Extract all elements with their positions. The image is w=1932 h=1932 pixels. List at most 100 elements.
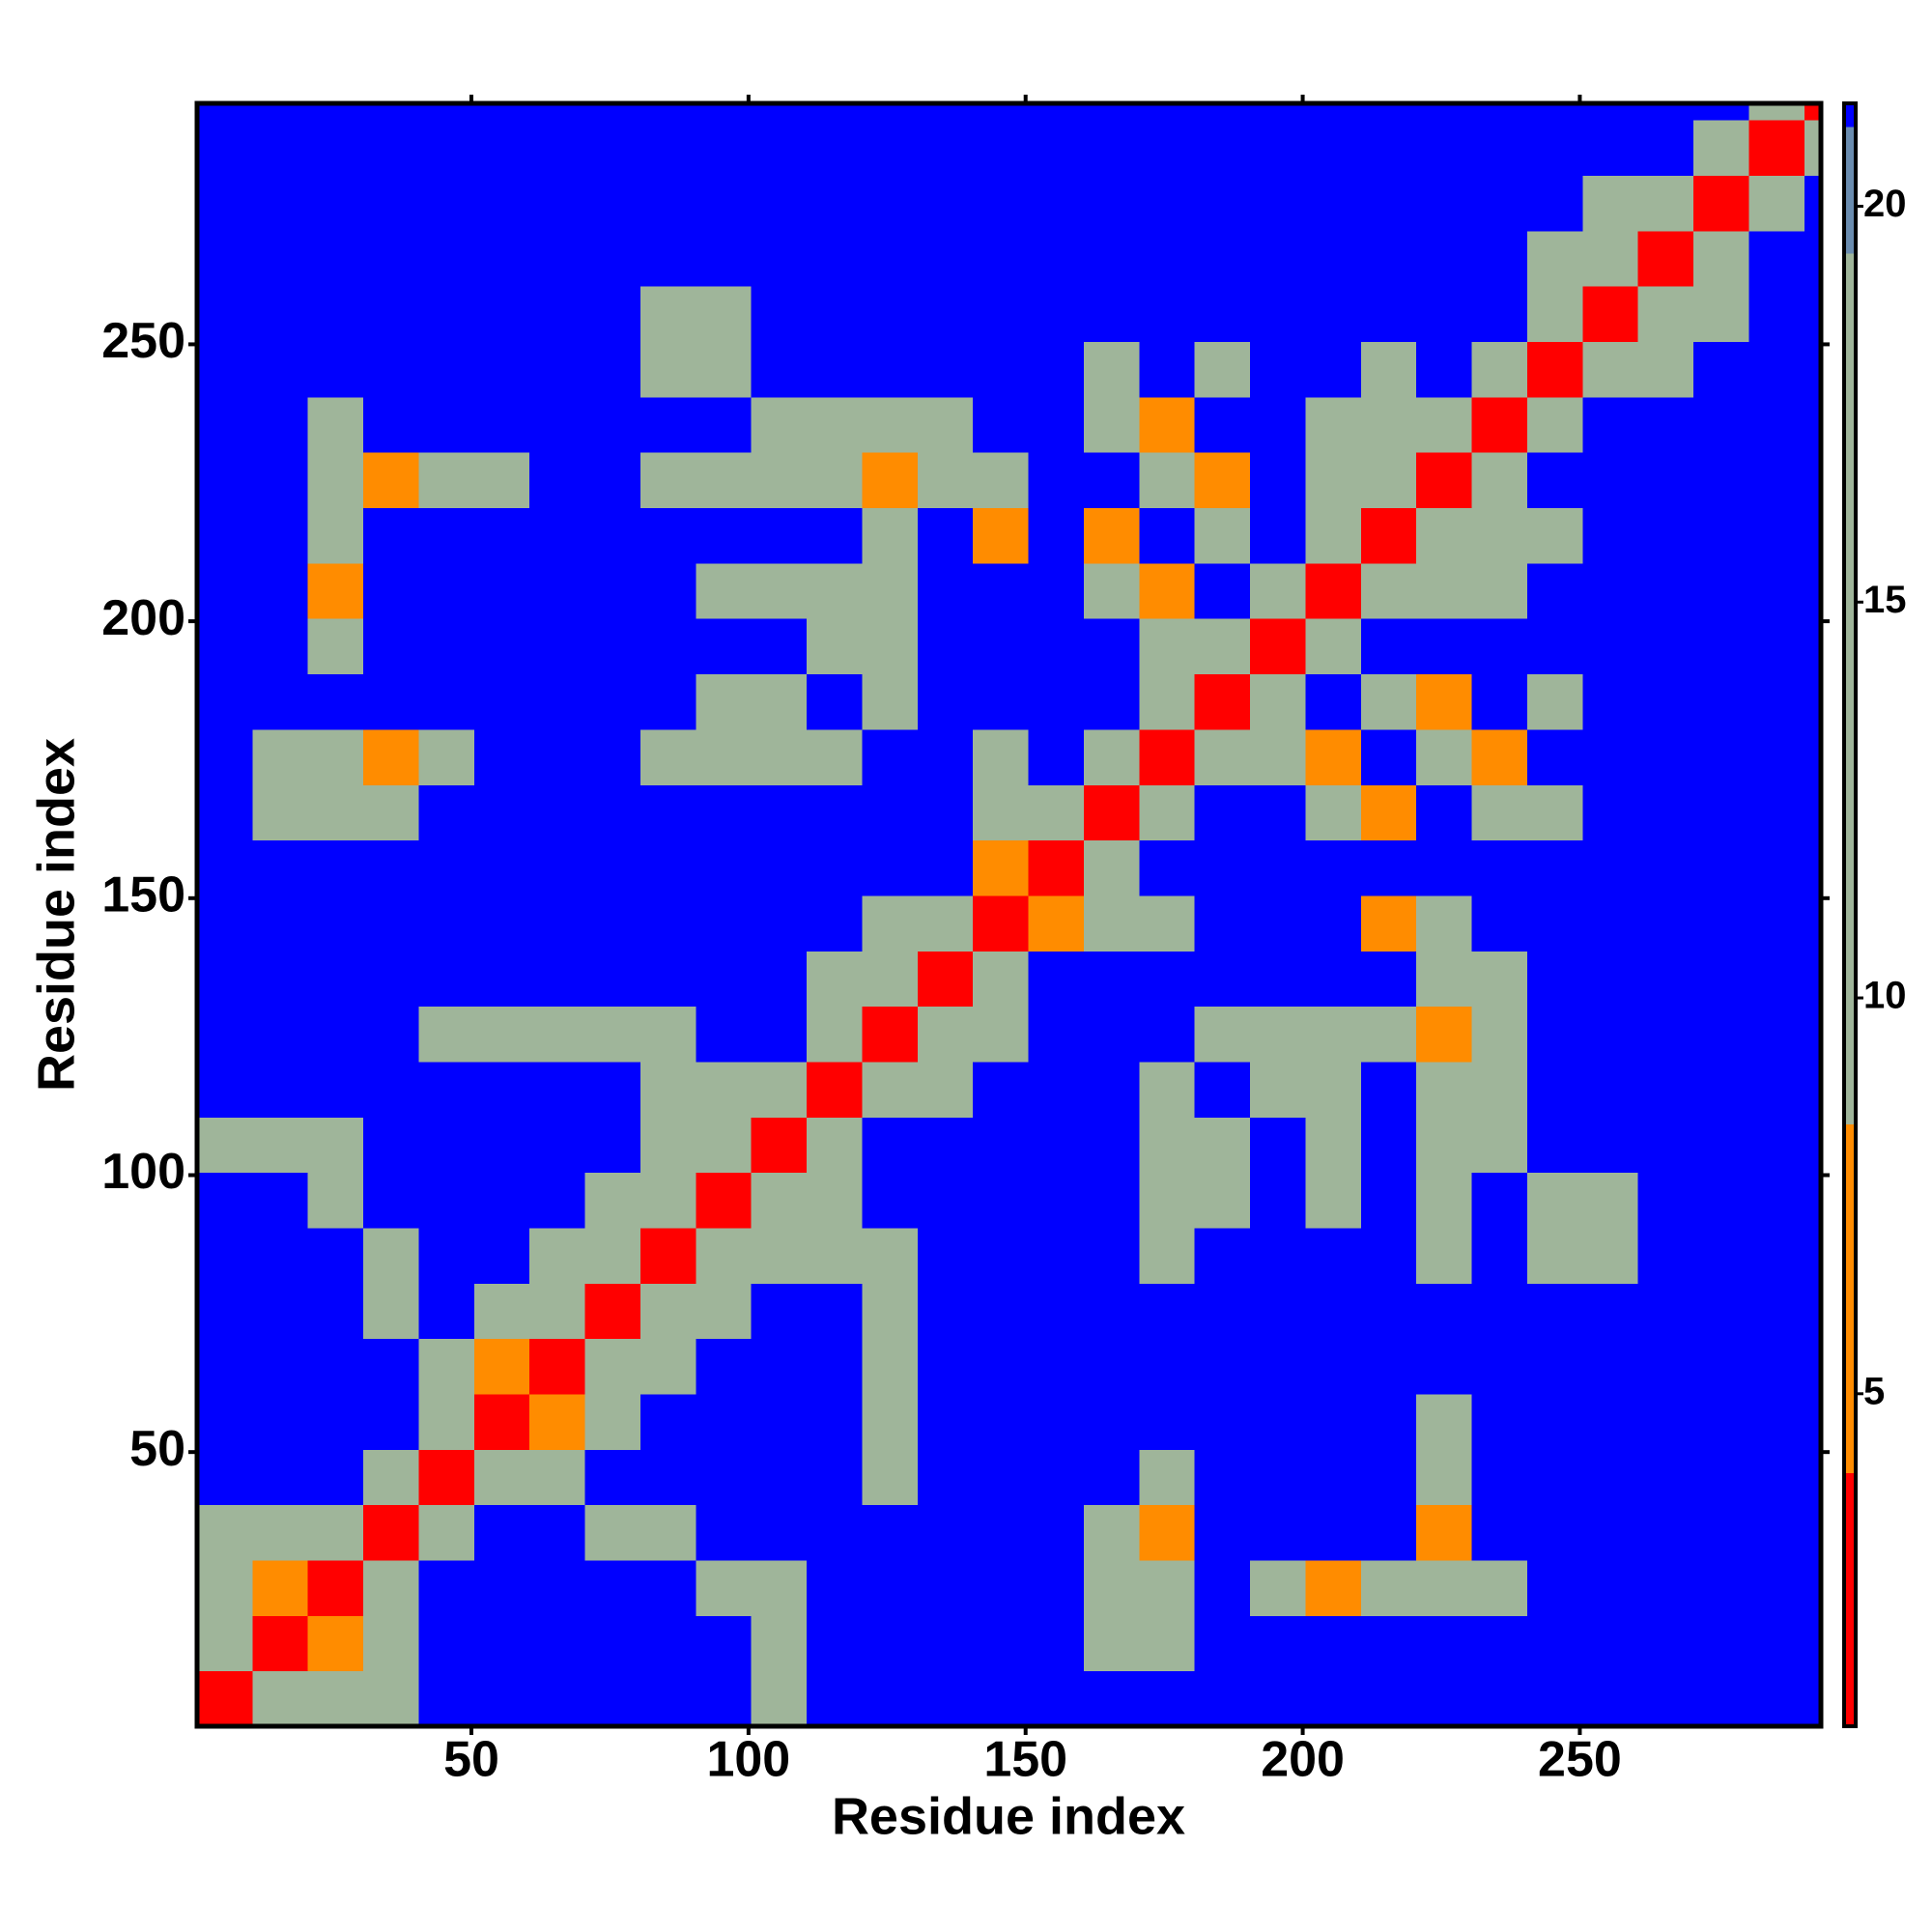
colorbar-band — [1844, 1124, 1856, 1473]
heatmap-cell — [1526, 1227, 1583, 1284]
heatmap-cell — [418, 618, 475, 675]
heatmap-cell — [1693, 1670, 1749, 1727]
heatmap-cell — [307, 1283, 364, 1340]
heatmap-cell — [917, 1615, 974, 1672]
heatmap-cell — [1471, 103, 1528, 121]
heatmap-cell — [1416, 1504, 1473, 1561]
heatmap-cell — [1194, 728, 1251, 785]
colorbar-tick-label: 20 — [1863, 183, 1907, 225]
heatmap-cell — [1250, 103, 1306, 121]
heatmap-cell — [252, 1061, 309, 1118]
heatmap-cell — [1637, 120, 1694, 177]
heatmap-cell — [1748, 230, 1805, 287]
heatmap-cell — [1083, 1338, 1140, 1395]
heatmap-cell — [1305, 452, 1362, 509]
heatmap-cell — [696, 175, 753, 232]
heatmap-cell — [1250, 452, 1306, 509]
heatmap-cell — [1360, 103, 1417, 121]
heatmap-cell — [1526, 1559, 1583, 1616]
heatmap-cell — [696, 784, 753, 841]
heatmap-cell — [1194, 286, 1251, 343]
heatmap-cell — [639, 839, 696, 896]
heatmap-cell — [1582, 341, 1639, 398]
x-tick-label: 250 — [1538, 1732, 1622, 1788]
heatmap-cell — [1526, 1006, 1583, 1063]
heatmap-cell — [1804, 1393, 1822, 1450]
heatmap-cell — [197, 396, 253, 453]
heatmap-cell — [1526, 1504, 1583, 1561]
heatmap-cell — [584, 120, 641, 177]
heatmap-cell — [1804, 1283, 1822, 1340]
heatmap-cell — [973, 341, 1030, 398]
heatmap-cell — [1582, 1504, 1639, 1561]
x-tick-label: 200 — [1261, 1732, 1345, 1788]
heatmap-cell — [1804, 1172, 1822, 1229]
heatmap-cell — [307, 895, 364, 952]
heatmap-cell — [1305, 784, 1362, 841]
heatmap-cell — [1526, 452, 1583, 509]
heatmap-cell — [751, 507, 808, 564]
heatmap-cell — [973, 1061, 1030, 1118]
heatmap-cell — [1305, 1006, 1362, 1063]
heatmap-cell — [1693, 895, 1749, 952]
heatmap-cell — [751, 951, 808, 1008]
heatmap-cell — [639, 286, 696, 343]
y-tick-label: 100 — [101, 1144, 185, 1200]
heatmap-cell — [1471, 507, 1528, 564]
heatmap-cell — [1526, 1117, 1583, 1174]
heatmap-cell — [529, 951, 586, 1008]
heatmap-cell — [1305, 175, 1362, 232]
heatmap-cell — [473, 1338, 530, 1395]
heatmap-cell — [973, 120, 1030, 177]
heatmap-cell — [529, 1283, 586, 1340]
heatmap-cell — [1194, 1283, 1251, 1340]
heatmap-cell — [1748, 1615, 1805, 1672]
heatmap-cell — [252, 673, 309, 730]
heatmap-cell — [1360, 1670, 1417, 1727]
heatmap-cell — [1194, 1670, 1251, 1727]
heatmap-cell — [1416, 396, 1473, 453]
heatmap-cell — [1416, 1393, 1473, 1450]
heatmap-cell — [1804, 120, 1822, 177]
heatmap-cell — [1471, 895, 1528, 952]
heatmap-cell — [917, 230, 974, 287]
heatmap-cell — [917, 1559, 974, 1616]
heatmap-cell — [1637, 1283, 1694, 1340]
heatmap-cell — [696, 673, 753, 730]
x-tick-label: 50 — [443, 1732, 499, 1788]
heatmap-cell — [584, 175, 641, 232]
heatmap-cell — [1804, 1670, 1822, 1727]
heatmap-cell — [418, 230, 475, 287]
heatmap-cell — [696, 1006, 753, 1063]
heatmap-cell — [751, 120, 808, 177]
heatmap-cell — [473, 562, 530, 619]
heatmap-cell — [584, 1172, 641, 1229]
heatmap-cell — [529, 1006, 586, 1063]
heatmap-cell — [1471, 230, 1528, 287]
heatmap-cell — [639, 1670, 696, 1727]
heatmap-cell — [1083, 1615, 1140, 1672]
heatmap-cell — [1194, 1393, 1251, 1450]
heatmap-cell — [1139, 103, 1196, 121]
heatmap-cell — [1250, 562, 1306, 619]
heatmap-cell — [418, 175, 475, 232]
heatmap-cell — [1416, 1172, 1473, 1229]
heatmap-cell — [1416, 673, 1473, 730]
heatmap-cell — [807, 839, 863, 896]
heatmap-cell — [1139, 951, 1196, 1008]
heatmap-cell — [1582, 673, 1639, 730]
heatmap-cell — [252, 1504, 309, 1561]
heatmap-cell — [1250, 286, 1306, 343]
heatmap-cell — [307, 618, 364, 675]
heatmap-cell — [473, 1393, 530, 1450]
heatmap-cell — [696, 1283, 753, 1340]
heatmap-cell — [1637, 562, 1694, 619]
heatmap-cell — [1471, 1615, 1528, 1672]
heatmap-cell — [973, 1227, 1030, 1284]
heatmap-cell — [862, 120, 919, 177]
heatmap-cell — [1526, 1670, 1583, 1727]
heatmap-cell — [1637, 895, 1694, 952]
heatmap-cell — [529, 673, 586, 730]
heatmap-cell — [1305, 951, 1362, 1008]
heatmap-cell — [1305, 120, 1362, 177]
